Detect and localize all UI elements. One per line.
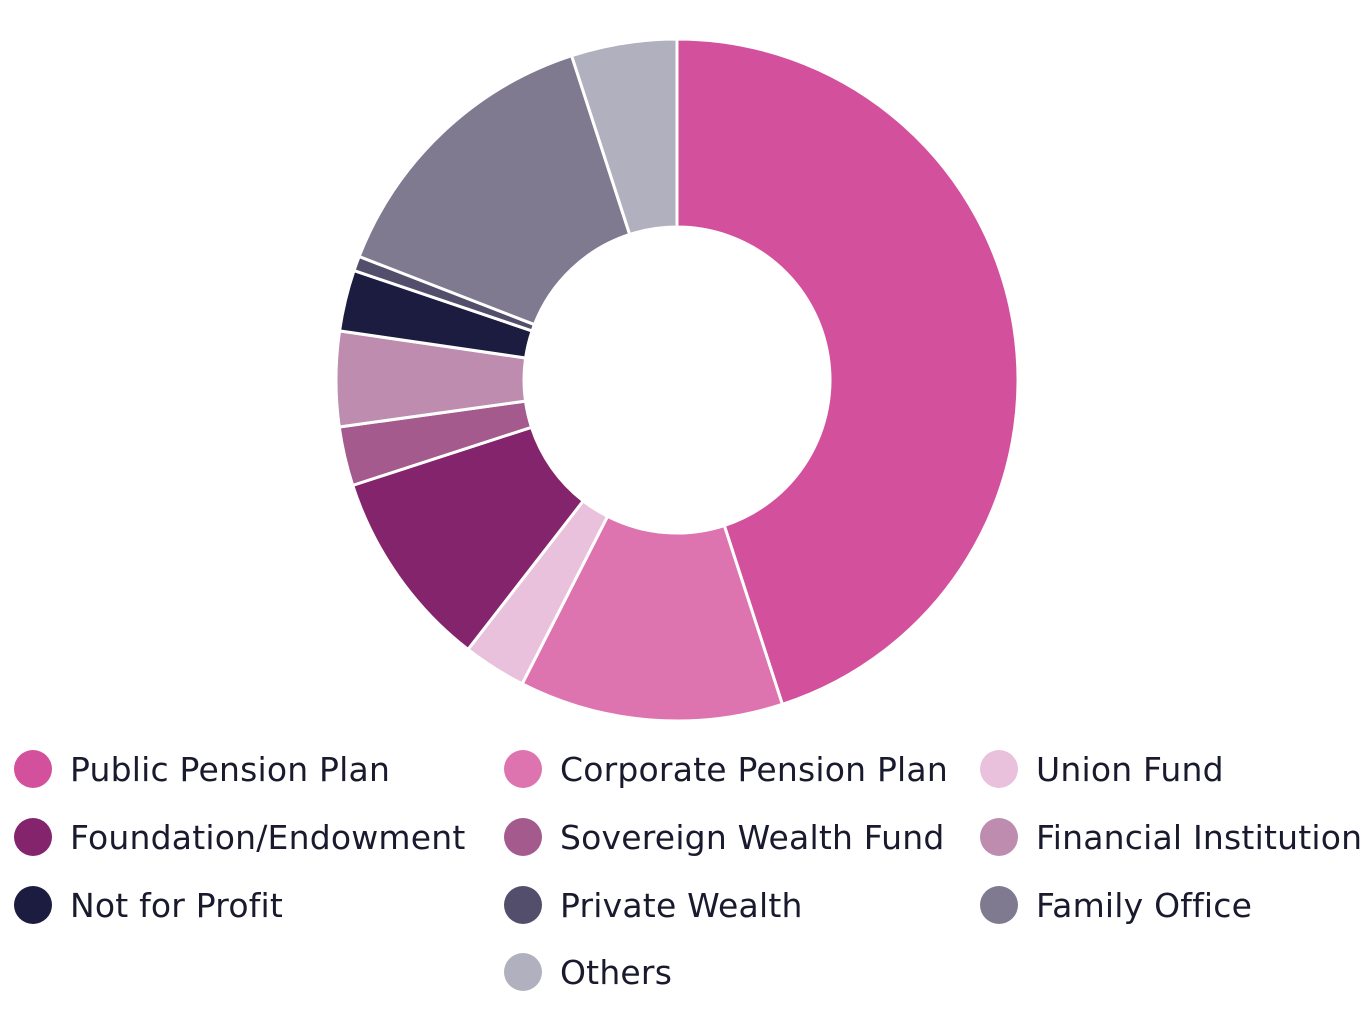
- legend-label-public-pension-plan: Public Pension Plan: [70, 749, 391, 789]
- legend-swatch-others: [504, 953, 542, 991]
- legend-item-union-fund: Union Fund: [980, 749, 1224, 789]
- slice-corporate-pension-plan: [520, 514, 784, 723]
- legend-label-not-for-profit: Not for Profit: [70, 885, 284, 925]
- legend-swatch-private-wealth: [504, 886, 542, 924]
- legend-item-others: Others: [504, 952, 672, 992]
- legend-item-sovereign-wealth-fund: Sovereign Wealth Fund: [504, 817, 945, 857]
- legend-swatch-public-pension-plan: [14, 750, 52, 788]
- legend-label-others: Others: [560, 952, 673, 992]
- legend-label-foundation-endowment: Foundation/Endowment: [70, 817, 466, 857]
- legend-label-financial-institution: Financial Institution: [1036, 817, 1363, 857]
- legend-swatch-foundation-endowment: [14, 818, 52, 856]
- legend-swatch-financial-institution: [980, 818, 1018, 856]
- legend-item-public-pension-plan: Public Pension Plan: [14, 749, 390, 789]
- slice-family-office: [357, 54, 632, 327]
- legend-label-corporate-pension-plan: Corporate Pension Plan: [560, 749, 948, 789]
- legend-item-not-for-profit: Not for Profit: [14, 885, 283, 925]
- legend-swatch-family-office: [980, 886, 1018, 924]
- legend-item-financial-institution: Financial Institution: [980, 817, 1362, 857]
- legend-item-private-wealth: Private Wealth: [504, 885, 803, 925]
- donut-chart: [334, 37, 1020, 723]
- slice-foundation-endowment: [351, 425, 585, 651]
- legend-swatch-union-fund: [980, 750, 1018, 788]
- slice-others: [570, 37, 679, 236]
- legend-label-private-wealth: Private Wealth: [560, 885, 803, 925]
- legend-swatch-sovereign-wealth-fund: [504, 818, 542, 856]
- donut-chart-svg: [334, 37, 1020, 723]
- legend-swatch-corporate-pension-plan: [504, 750, 542, 788]
- legend-label-sovereign-wealth-fund: Sovereign Wealth Fund: [560, 817, 945, 857]
- legend-swatch-not-for-profit: [14, 886, 52, 924]
- legend-label-family-office: Family Office: [1036, 885, 1253, 925]
- legend-item-foundation-endowment: Foundation/Endowment: [14, 817, 466, 857]
- legend-label-union-fund: Union Fund: [1036, 749, 1224, 789]
- legend-item-corporate-pension-plan: Corporate Pension Plan: [504, 749, 948, 789]
- slice-public-pension-plan: [675, 37, 1020, 706]
- legend-item-family-office: Family Office: [980, 885, 1252, 925]
